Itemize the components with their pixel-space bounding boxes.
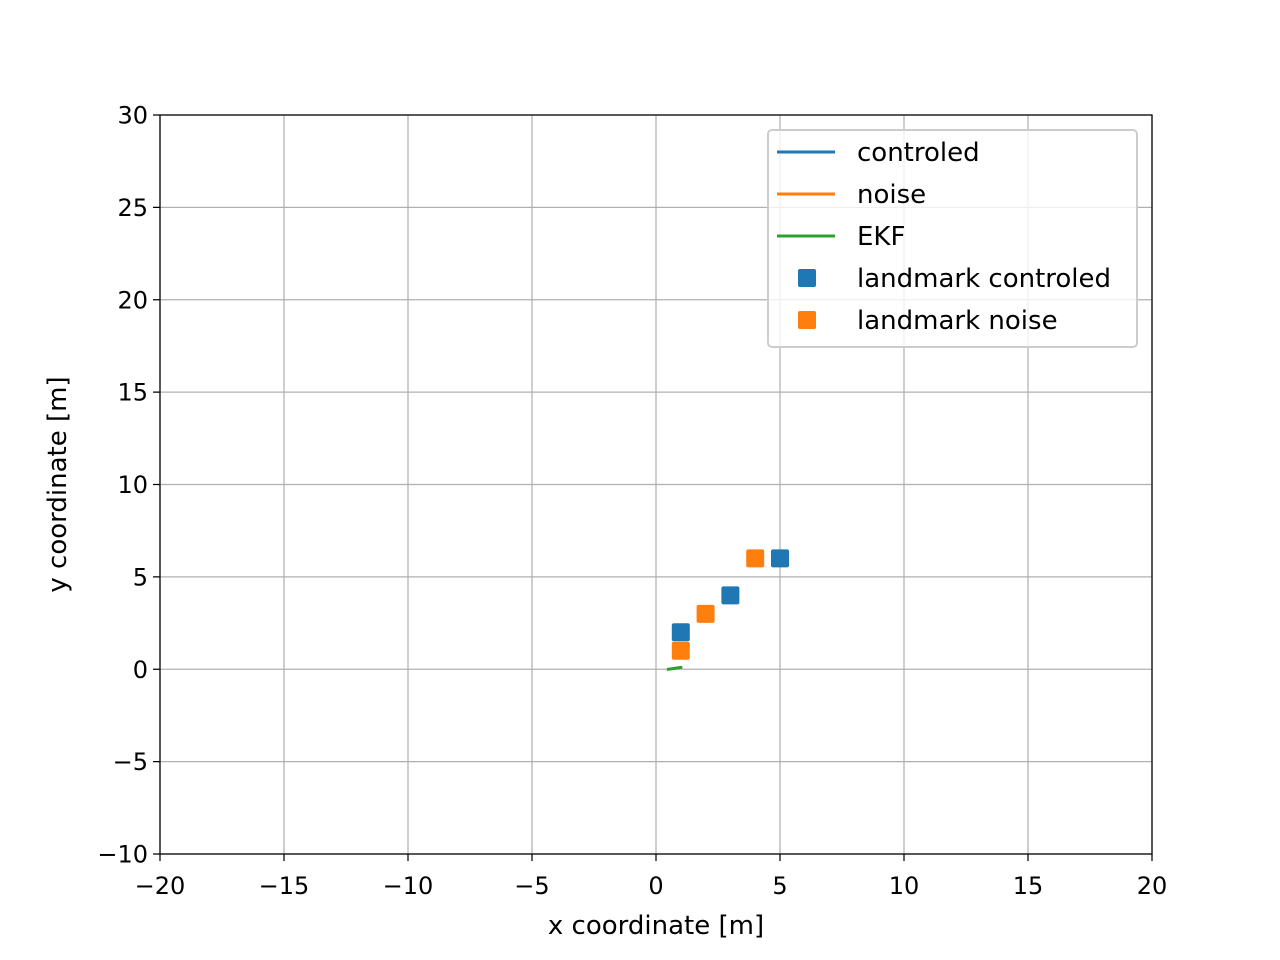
y-tick-label: 30 (117, 102, 148, 130)
x-tick-label: −10 (383, 872, 434, 900)
y-tick-label: 0 (133, 656, 148, 684)
legend-label: EKF (857, 222, 905, 252)
point-landmark-noise (696, 604, 715, 623)
x-tick-label: 20 (1137, 872, 1168, 900)
series-line-ekf (666, 665, 683, 671)
point-landmark-noise (671, 641, 690, 660)
plot-area (666, 549, 789, 671)
y-tick-label: 15 (117, 379, 148, 407)
y-axis-label: y coordinate [m] (43, 376, 73, 592)
legend-marker-swatch (798, 269, 816, 287)
x-tick-label: 0 (648, 872, 663, 900)
x-tick-label: −20 (135, 872, 186, 900)
x-tick-label: 15 (1013, 872, 1044, 900)
point-landmark-controled (771, 549, 789, 568)
point-landmark-controled (671, 623, 690, 642)
x-axis-label: x coordinate [m] (548, 911, 764, 941)
y-tick-label: 10 (117, 471, 148, 499)
y-tick-label: −5 (113, 748, 148, 776)
x-tick-label: −5 (514, 872, 549, 900)
ticks: −20 −15 −10 −5 0 5 10 15 20 −10 −5 0 5 10 15 20 25 30 (97, 102, 1167, 901)
legend-box (767, 129, 1138, 348)
y-tick-label: 25 (117, 194, 148, 222)
legend-label: controled (857, 138, 980, 168)
y-tick-label: −10 (97, 841, 148, 869)
y-tick-label: 20 (117, 286, 148, 314)
x-tick-label: −15 (259, 872, 310, 900)
point-landmark-noise (746, 549, 765, 568)
x-tick-label: 5 (772, 872, 787, 900)
legend-label: noise (857, 180, 926, 210)
x-tick-label: 10 (889, 872, 920, 900)
y-tick-label: 5 (133, 563, 148, 591)
legend-label: landmark controled (857, 264, 1111, 294)
legend: controled noise EKF landmark controled landm… (767, 129, 1138, 348)
legend-marker-swatch (798, 311, 816, 329)
legend-label: landmark noise (857, 306, 1058, 336)
point-landmark-controled (721, 586, 740, 605)
